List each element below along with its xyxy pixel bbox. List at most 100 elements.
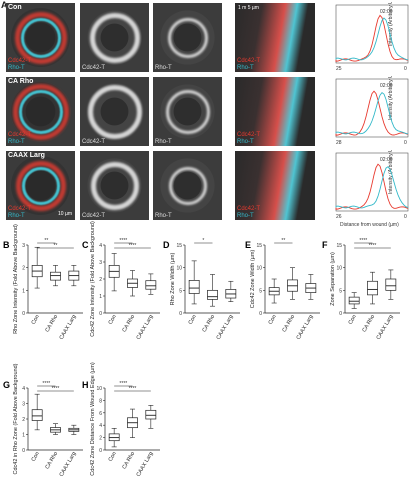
y-tick-label: 10 [176, 266, 182, 272]
y-tick-label: 2 [99, 436, 102, 442]
y-axis-label: Cdc42 Zone Intensity (Fold Above Backgro… [90, 221, 96, 337]
box [145, 280, 157, 290]
kymo-label-blue: Rho-T [237, 65, 254, 71]
gray-ring [165, 89, 210, 134]
gray-ring [168, 166, 207, 205]
category-label: Con [31, 314, 41, 326]
category-label: CA Rho [282, 314, 297, 333]
y-axis-label: Rho Zone Intensity (Fold Above Backgroun… [13, 224, 19, 334]
y-tick-label: 6 [99, 411, 102, 417]
x-left-tick: 26 [336, 214, 342, 220]
time-label: 02:00 [380, 9, 393, 15]
x-right-tick: 0 [404, 214, 407, 220]
kymo-label-blue: Rho-T [237, 139, 254, 145]
cyan-ring [21, 166, 60, 205]
y-tick-label: 2 [22, 417, 25, 423]
y-tick-label: 0 [22, 311, 25, 317]
merge-label-red: Cdc42-T [8, 132, 32, 138]
rho-channel-image: Rho-T [153, 77, 222, 146]
panel-letter: D [163, 240, 170, 250]
significance-stars: * [202, 238, 204, 244]
panel-letter: G [3, 380, 10, 390]
y-tick-label: 3 [22, 243, 25, 249]
significance-stars: **** [42, 381, 50, 387]
y-axis-label: Cdc42 in Rho Zone (Fold Above Background… [13, 363, 19, 474]
cyan-ring [20, 17, 61, 58]
kymo-scale: 1 m 5 µm [238, 5, 259, 11]
panel-letter-a: A [1, 0, 8, 10]
y-tick-label: 8 [99, 398, 102, 404]
merge-image: CA Rho Cdc42-T Rho-T [6, 77, 75, 146]
y-tick-label: 1 [22, 433, 25, 439]
y-tick-label: 0 [339, 311, 342, 317]
category-label: CA Rho [122, 314, 137, 333]
y-axis-label: Intensity (Arbitrary Units) [388, 76, 394, 120]
merge-image: Con Cdc42-T Rho-T [6, 3, 75, 72]
rho-channel-label: Rho-T [155, 139, 172, 145]
significance-stars: ** [44, 238, 48, 244]
category-label: CAAX Larg [136, 451, 155, 478]
merge-channel-label-blue: Rho-T [8, 65, 25, 71]
kymo-label-blue: Rho-T [237, 213, 254, 219]
significance-stars: **** [129, 386, 137, 392]
y-tick-label: 15 [336, 243, 342, 249]
time-label: 02:00 [380, 157, 393, 163]
y-axis-label: Zone Separation (µm) [330, 252, 336, 306]
significance-stars: **** [369, 243, 377, 249]
gray-ring [167, 17, 208, 58]
y-tick-label: 4 [22, 386, 25, 392]
y-tick-label: 5 [339, 288, 342, 294]
box [188, 280, 200, 294]
significance-stars: **** [52, 386, 60, 392]
rho-channel-label: Rho-T [155, 65, 172, 71]
significance-stars: ** [54, 243, 58, 249]
category-label: Con [108, 314, 118, 326]
cdc42-intensity-line [335, 163, 409, 210]
box [108, 265, 120, 278]
y-axis-label: Rho Zone Width (µm) [170, 252, 176, 305]
y-tick-label: 0 [99, 311, 102, 317]
panel-letter: B [3, 240, 10, 250]
y-tick-label: 0 [259, 311, 262, 317]
row-condition-label: CAAX Larg [8, 152, 45, 159]
gray-ring [90, 161, 139, 210]
cdc42-intensity-line [335, 14, 409, 62]
merge-channel-label-blue: Rho-T [8, 213, 25, 219]
x-right-tick: 0 [404, 66, 407, 72]
box [50, 427, 61, 433]
significance-stars: ** [281, 238, 285, 244]
merge-channel-labels: Cdc42-T [8, 58, 31, 64]
significance-stars: **** [119, 238, 127, 244]
box [268, 287, 280, 296]
box [127, 278, 138, 288]
cyan-ring [18, 89, 63, 134]
y-tick-label: 15 [256, 243, 262, 249]
category-label: Con [31, 451, 41, 463]
category-label: Con [348, 314, 358, 326]
merge-channel-labels: Cdc42-T [8, 206, 31, 212]
time-label: 02:00 [380, 83, 393, 89]
panel-letter: C [82, 240, 89, 250]
box [348, 296, 360, 305]
category-label: CAAX Larg [59, 451, 78, 478]
red-ring [15, 160, 66, 211]
cdc42-channel-image: Cdc42-T [80, 3, 149, 72]
rho-intensity-line [335, 91, 409, 135]
box [108, 433, 120, 442]
merge-image: CAAX Larg Cdc42-T Rho-T 10 µm [6, 151, 75, 220]
y-axis-label: Cdc42 Zone Distance From Wound Edge (µm) [90, 362, 96, 476]
category-label: CA Rho [122, 451, 137, 470]
panel-letter: H [82, 380, 89, 390]
box [305, 283, 317, 293]
kymograph: Cdc42-T Rho-T [235, 151, 315, 220]
category-label: CAAX Larg [59, 314, 78, 341]
y-tick-label: 3 [99, 260, 102, 266]
